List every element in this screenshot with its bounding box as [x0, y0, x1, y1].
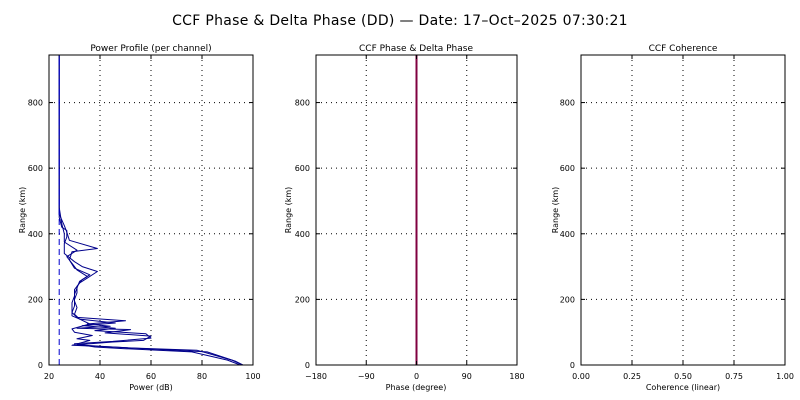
- coherence-y-tick-label: 0: [570, 361, 575, 370]
- coherence-y-label: Range (km): [551, 187, 560, 234]
- phase-panel: CCF Phase & Delta Phase Phase (degree) R…: [284, 44, 525, 392]
- power-y-tick-label: 200: [28, 295, 43, 304]
- phase-y-tick-label: 400: [295, 230, 310, 239]
- coherence-x-tick-label: 0.25: [623, 372, 641, 381]
- power-x-tick-label: 80: [197, 372, 207, 381]
- power-profile-panel: Power Profile (per channel) Power (dB) R…: [18, 44, 261, 392]
- coherence-x-tick-label: 1.00: [776, 372, 794, 381]
- power-y-tick-label: 0: [38, 361, 43, 370]
- power-series-2: [58, 55, 244, 366]
- phase-x-tick-label: 0: [414, 372, 419, 381]
- coherence-title: CCF Coherence: [649, 44, 718, 54]
- power-y-tick-label: 600: [28, 164, 43, 173]
- phase-x-tick-label: 180: [509, 372, 524, 381]
- phase-y-label: Range (km): [284, 187, 293, 234]
- coherence-x-tick-label: 0.50: [674, 372, 692, 381]
- power-x-tick-label: 60: [146, 372, 156, 381]
- power-y-tick-label: 800: [28, 99, 43, 108]
- phase-y-tick-label: 600: [295, 164, 310, 173]
- coherence-y-tick-label: 800: [560, 99, 575, 108]
- power-x-tick-label: 100: [245, 372, 260, 381]
- figure-title: CCF Phase & Delta Phase (DD) — Date: 17–…: [172, 13, 628, 29]
- power-series-3: [58, 55, 241, 366]
- phase-y-tick-label: 800: [295, 99, 310, 108]
- power-profile-x-label: Power (dB): [129, 383, 173, 392]
- coherence-x-label: Coherence (linear): [646, 383, 720, 392]
- phase-x-label: Phase (degree): [386, 383, 447, 392]
- phase-x-tick-label: 90: [462, 372, 472, 381]
- coherence-y-tick-label: 400: [560, 230, 575, 239]
- power-profile-title: Power Profile (per channel): [90, 44, 211, 54]
- power-x-tick-label: 40: [95, 372, 105, 381]
- phase-y-tick-label: 0: [305, 361, 310, 370]
- coherence-x-tick-label: 0.75: [725, 372, 743, 381]
- phase-x-tick-label: −90: [358, 372, 375, 381]
- power-x-tick-label: 20: [44, 372, 54, 381]
- power-profile-y-label: Range (km): [18, 187, 27, 234]
- coherence-y-tick-label: 600: [560, 164, 575, 173]
- coherence-y-tick-label: 200: [560, 295, 575, 304]
- coherence-x-tick-label: 0.00: [572, 372, 590, 381]
- phase-x-tick-label: −180: [305, 372, 327, 381]
- phase-title: CCF Phase & Delta Phase: [359, 44, 473, 54]
- phase-y-tick-label: 200: [295, 295, 310, 304]
- coherence-panel: CCF Coherence Coherence (linear) Range (…: [551, 44, 794, 392]
- power-y-tick-label: 400: [28, 230, 43, 239]
